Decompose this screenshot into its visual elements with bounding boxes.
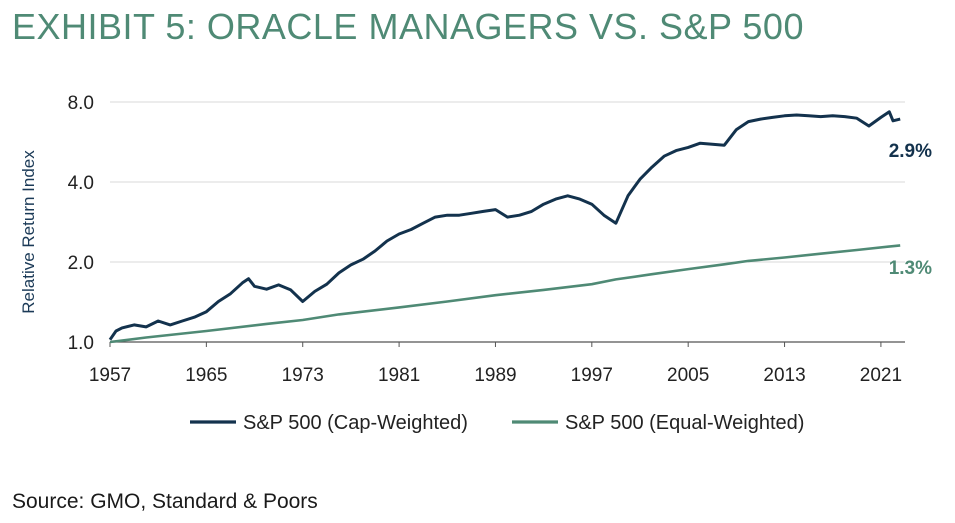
x-tick-label: 1957 — [89, 365, 131, 386]
legend-label: S&P 500 (Equal-Weighted) — [565, 412, 804, 434]
x-tick-label: 2013 — [763, 365, 805, 386]
x-tick-label: 1981 — [378, 365, 420, 386]
end-labels: 2.9% 1.3% — [889, 141, 932, 279]
legend-item-cap-weighted: S&P 500 (Cap-Weighted) — [190, 412, 468, 434]
legend: S&P 500 (Cap-Weighted) S&P 500 (Equal-Wei… — [190, 412, 804, 434]
legend-label: S&P 500 (Cap-Weighted) — [243, 412, 468, 434]
y-tick-label: 4.0 — [68, 173, 94, 194]
y-tick-label: 8.0 — [68, 93, 94, 114]
y-tick-label: 2.0 — [68, 253, 94, 274]
end-label-cap-weighted: 2.9% — [889, 141, 932, 162]
chart-title: EXHIBIT 5: ORACLE MANAGERS VS. S&P 500 — [12, 6, 804, 47]
x-tick-label: 1973 — [282, 365, 324, 386]
y-tick-label: 1.0 — [68, 333, 94, 354]
series-line-cap-weighted — [108, 110, 901, 341]
x-tick-label: 1989 — [474, 365, 516, 386]
end-label-equal-weighted: 1.3% — [889, 258, 932, 279]
y-axis-title: Relative Return Index — [19, 150, 38, 314]
source-note: Source: GMO, Standard & Poors — [12, 490, 318, 513]
x-tick-label: 2005 — [667, 365, 709, 386]
line-chart: 1.0 2.0 4.0 8.0 1957 1965 1973 1981 1989 1997 200… — [19, 93, 932, 434]
series-lines — [108, 110, 901, 344]
legend-item-equal-weighted: S&P 500 (Equal-Weighted) — [512, 412, 804, 434]
gridlines — [110, 101, 905, 343]
x-tick-label: 2021 — [860, 365, 902, 386]
x-tick-label: 1997 — [571, 365, 613, 386]
series-line-equal-weighted — [109, 244, 901, 344]
y-axis-ticks: 1.0 2.0 4.0 8.0 — [68, 93, 94, 354]
x-axis-ticks: 1957 1965 1973 1981 1989 1997 2005 2013 2021 — [89, 342, 902, 386]
x-tick-label: 1965 — [185, 365, 227, 386]
